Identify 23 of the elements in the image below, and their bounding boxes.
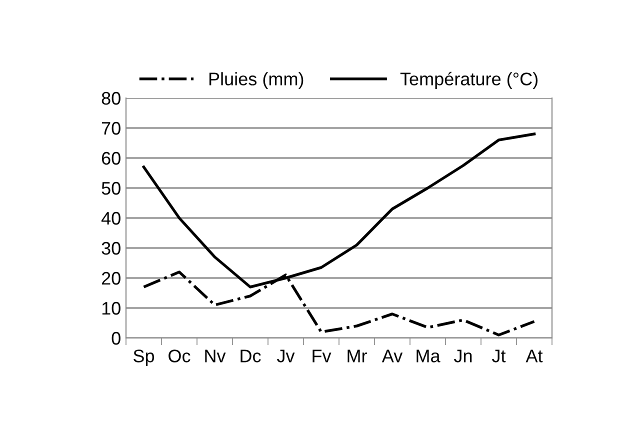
x-tick-label: Sp <box>134 350 154 366</box>
x-tick-label: Jn <box>454 350 472 362</box>
y-tick-label: 30 <box>102 242 120 255</box>
y-tick-label: 70 <box>102 122 120 135</box>
y-tick-label: 10 <box>102 302 120 315</box>
y-tick-label: 60 <box>102 152 120 165</box>
x-tick-label: Jt <box>492 350 506 362</box>
x-tick-label: Fv <box>312 350 332 362</box>
x-tick-label: Av <box>382 350 403 362</box>
x-tick-label: Nv <box>205 350 226 362</box>
x-tick-label: At <box>526 350 543 362</box>
y-tick-label: 80 <box>102 92 120 105</box>
x-tick-label: Ma <box>416 350 440 362</box>
x-tick-label: Dc <box>240 350 261 362</box>
legend-label: Température (°C) <box>400 72 538 89</box>
y-tick-label: 50 <box>102 182 120 195</box>
y-tick-label: 40 <box>101 212 120 225</box>
legend-label: Pluies (mm) <box>209 72 304 89</box>
x-tick-label: Jv <box>277 350 295 362</box>
x-tick-label: Mr <box>348 350 367 362</box>
y-tick-label: 0 <box>112 332 120 345</box>
y-tick-label: 20 <box>102 272 120 285</box>
x-tick-label: Oc <box>168 350 190 362</box>
